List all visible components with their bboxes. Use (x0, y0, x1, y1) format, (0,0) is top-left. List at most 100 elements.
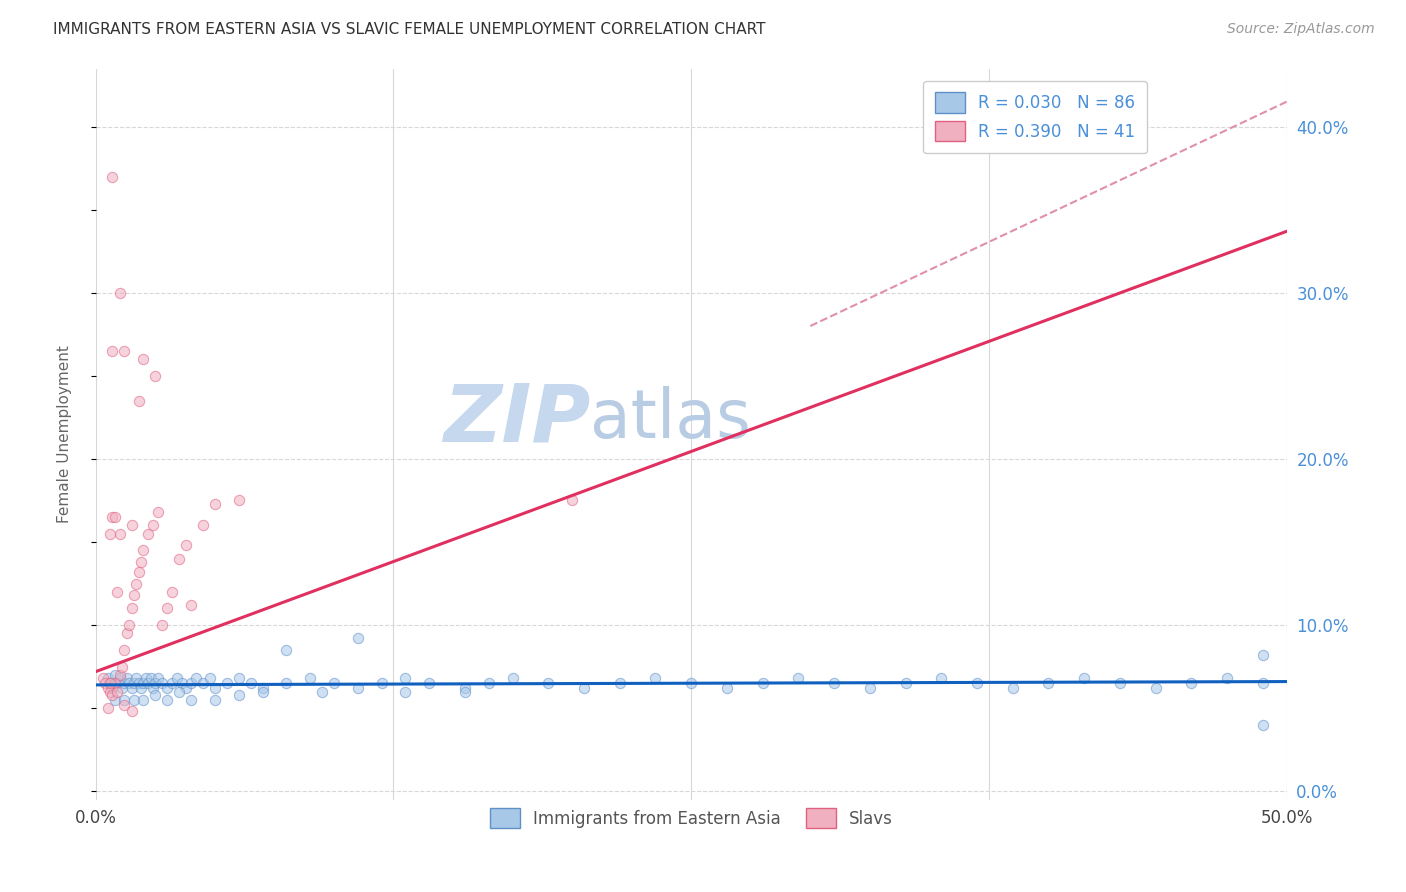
Point (204, 497, 226, 511)
Point (276, 676, 298, 690)
Point (1109, 676, 1132, 690)
Point (139, 671, 162, 685)
Point (105, 585, 128, 599)
Point (118, 618, 141, 632)
Point (121, 518, 143, 533)
Point (132, 352, 155, 367)
Point (180, 676, 202, 690)
Point (167, 551, 190, 566)
Point (128, 565, 150, 579)
Point (239, 676, 262, 690)
Point (184, 671, 207, 685)
Point (135, 671, 157, 685)
Point (1073, 671, 1095, 685)
Point (132, 543, 155, 558)
Point (894, 676, 917, 690)
Point (136, 676, 159, 690)
Point (160, 676, 183, 690)
Point (681, 676, 703, 690)
Text: IMMIGRANTS FROM EASTERN ASIA VS SLAVIC FEMALE UNEMPLOYMENT CORRELATION CHART: IMMIGRANTS FROM EASTERN ASIA VS SLAVIC F… (53, 22, 766, 37)
Point (252, 681, 274, 696)
Point (101, 169, 124, 184)
Point (1251, 718, 1274, 732)
Point (98, 684, 121, 698)
Point (346, 681, 368, 696)
Point (121, 601, 143, 615)
Point (108, 526, 131, 541)
Point (112, 343, 135, 358)
Point (1001, 681, 1024, 696)
Point (121, 705, 143, 719)
Point (966, 676, 988, 690)
Point (929, 671, 952, 685)
Point (299, 671, 322, 685)
Point (561, 493, 583, 508)
Point (156, 601, 179, 615)
Point (94, 676, 117, 690)
Point (787, 671, 810, 685)
Point (97, 681, 120, 696)
Point (104, 510, 127, 524)
Point (115, 626, 138, 640)
Point (191, 518, 214, 533)
Point (146, 505, 169, 519)
Point (143, 676, 166, 690)
Point (122, 693, 145, 707)
Legend: Immigrants from Eastern Asia, Slavs: Immigrants from Eastern Asia, Slavs (482, 801, 900, 835)
Point (105, 684, 128, 698)
Point (112, 698, 135, 712)
Point (146, 671, 169, 685)
Point (572, 681, 595, 696)
Point (502, 671, 524, 685)
Point (323, 676, 346, 690)
Point (228, 493, 250, 508)
Point (122, 588, 145, 602)
Point (97, 671, 120, 685)
Point (823, 676, 845, 690)
Point (108, 285, 131, 300)
Point (111, 659, 134, 673)
Point (174, 538, 197, 552)
Point (276, 643, 298, 657)
Point (609, 676, 631, 690)
Point (97, 701, 120, 715)
Point (129, 555, 152, 569)
Point (160, 585, 183, 599)
Point (121, 681, 143, 696)
Point (394, 684, 416, 698)
Point (454, 684, 477, 698)
Point (143, 368, 166, 383)
Point (132, 676, 155, 690)
Point (125, 671, 148, 685)
Point (1251, 648, 1274, 662)
Point (142, 518, 165, 533)
Point (198, 671, 221, 685)
Point (101, 343, 124, 358)
Point (128, 393, 150, 408)
Point (1251, 676, 1274, 690)
Point (311, 684, 333, 698)
Point (104, 676, 127, 690)
Point (104, 668, 127, 682)
Point (118, 676, 141, 690)
Point (156, 681, 179, 696)
Point (418, 676, 440, 690)
Point (170, 676, 193, 690)
Point (174, 681, 197, 696)
Text: Source: ZipAtlas.com: Source: ZipAtlas.com (1227, 22, 1375, 37)
Point (716, 681, 738, 696)
Point (1180, 676, 1202, 690)
Point (252, 684, 274, 698)
Point (128, 676, 150, 690)
Point (537, 676, 560, 690)
Point (1038, 676, 1060, 690)
Point (346, 632, 368, 646)
Point (204, 693, 226, 707)
Point (112, 643, 135, 657)
Point (112, 676, 135, 690)
Point (91, 671, 114, 685)
Point (101, 688, 124, 702)
Point (191, 676, 214, 690)
Point (108, 668, 131, 682)
Point (370, 676, 392, 690)
